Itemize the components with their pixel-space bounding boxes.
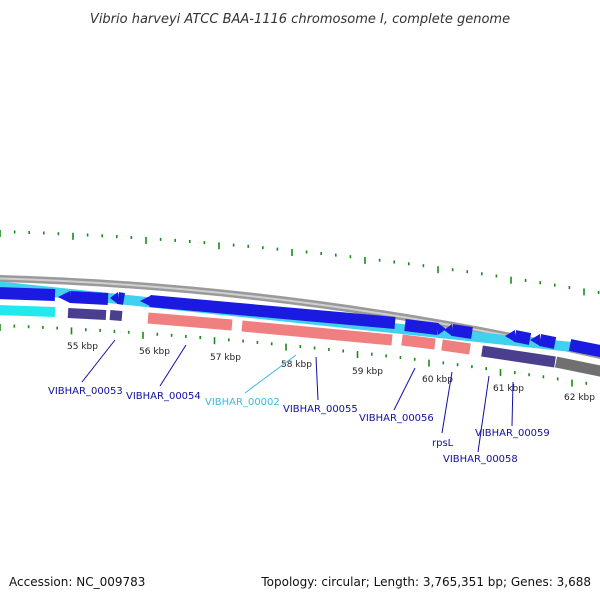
cds-track-outer: [0, 281, 600, 358]
scale-label-55: 55 kbp: [67, 342, 98, 352]
map-title: Vibrio harveyi ATCC BAA-1116 chromosome …: [90, 12, 510, 27]
scale-label-61: 61 kbp: [493, 384, 524, 394]
genome-summary-text: Topology: circular; Length: 3,765,351 bp…: [260, 575, 591, 589]
scale-label-62: 62 kbp: [564, 393, 595, 403]
accession-text: Accession: NC_009783: [9, 575, 145, 589]
scale-label-56: 56 kbp: [139, 347, 170, 357]
gene-label-rpsl[interactable]: rpsL: [432, 438, 454, 449]
rna-track-inner: [0, 305, 600, 377]
scale-tick-track: [0, 324, 588, 387]
gene-label-vibhar-00056[interactable]: VIBHAR_00056: [359, 413, 434, 424]
scale-label-57: 57 kbp: [210, 353, 241, 363]
scale-label-59: 59 kbp: [352, 367, 383, 377]
gene-labels: VIBHAR_00053 VIBHAR_00054 VIBHAR_00002 V…: [48, 386, 550, 465]
outer-tick-track: [0, 230, 600, 296]
gene-label-vibhar-00054[interactable]: VIBHAR_00054: [126, 391, 201, 402]
gene-label-vibhar-00053[interactable]: VIBHAR_00053: [48, 386, 123, 397]
gene-label-vibhar-00055[interactable]: VIBHAR_00055: [283, 404, 358, 415]
gene-leader-lines: [81, 339, 514, 453]
scale-labels: 55 kbp 56 kbp 57 kbp 58 kbp 59 kbp 60 kb…: [67, 342, 595, 403]
gene-label-vibhar-00002[interactable]: VIBHAR_00002: [205, 397, 280, 408]
gene-label-vibhar-00058[interactable]: VIBHAR_00058: [443, 454, 518, 465]
gene-label-vibhar-00059[interactable]: VIBHAR_00059: [475, 428, 550, 439]
scale-label-58: 58 kbp: [281, 360, 312, 370]
scale-label-60: 60 kbp: [422, 375, 453, 385]
